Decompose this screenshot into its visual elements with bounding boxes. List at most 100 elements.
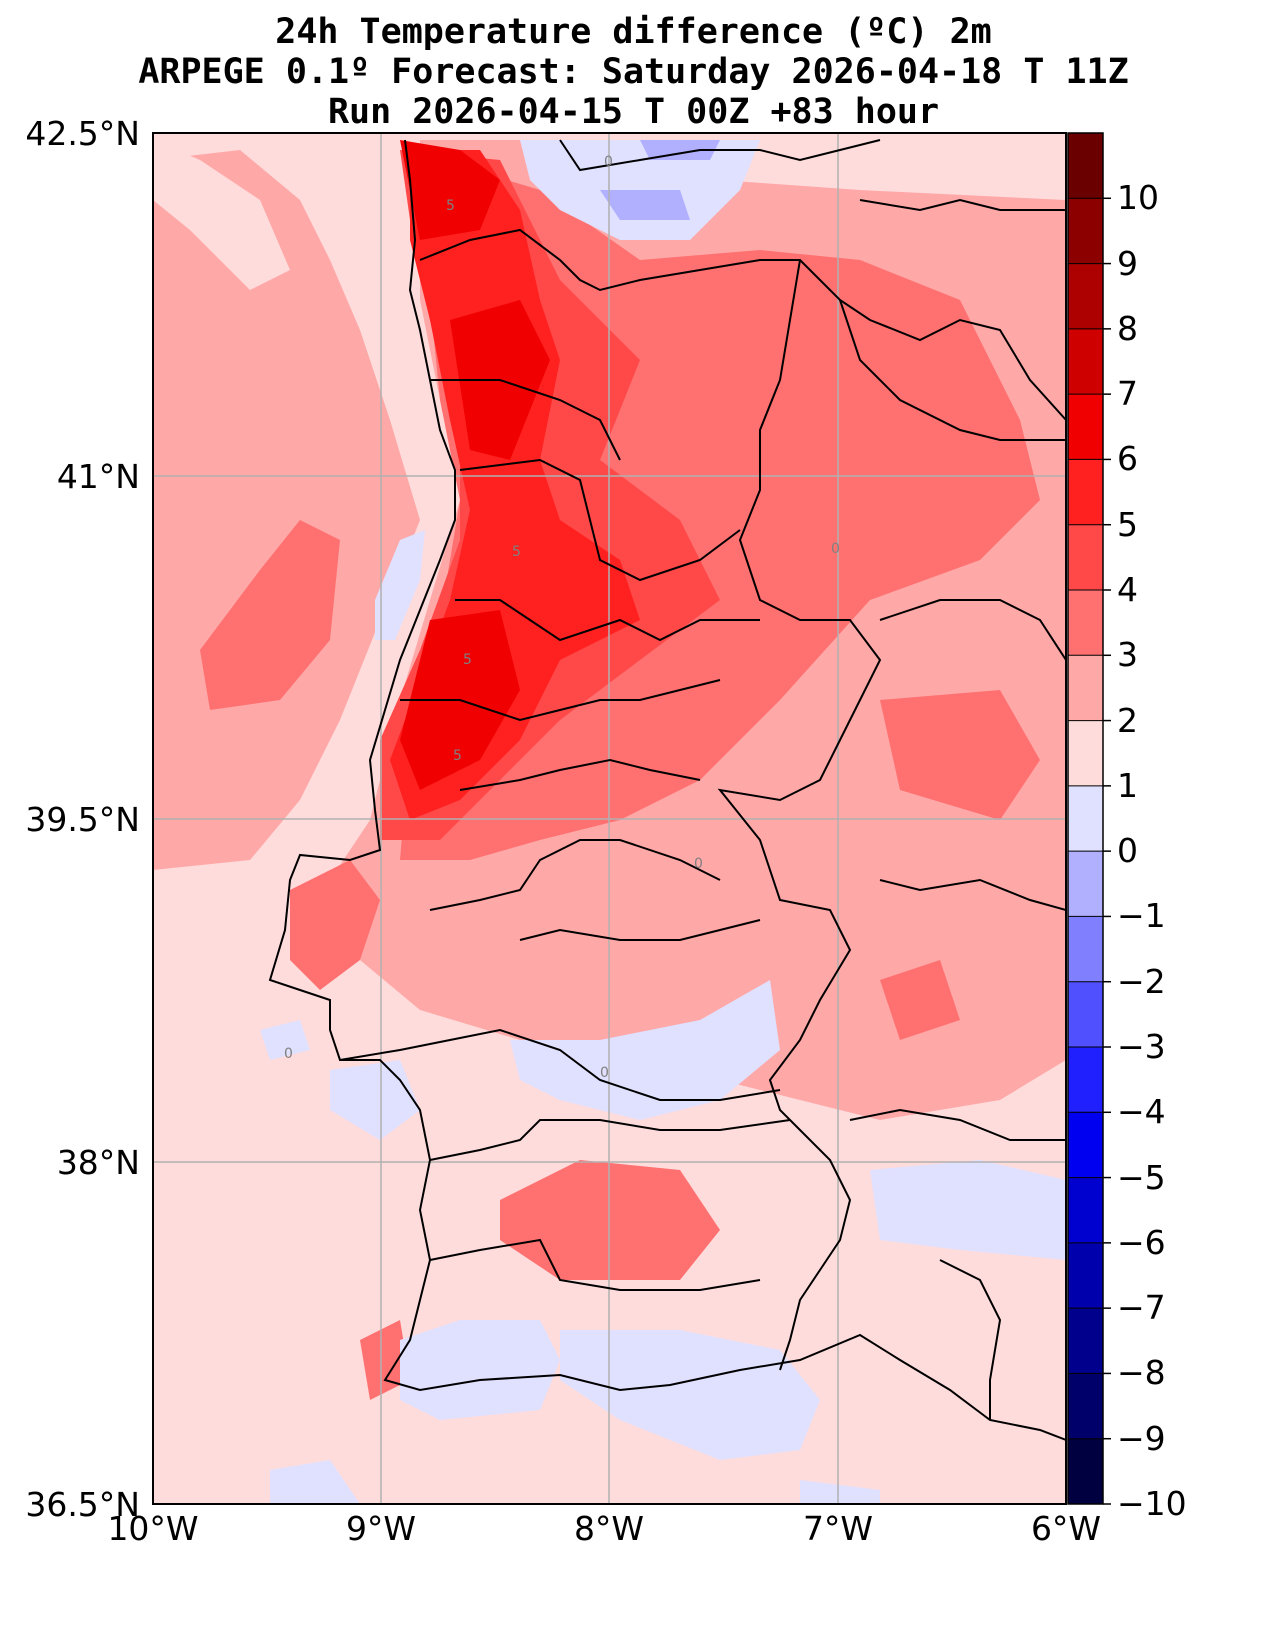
colorbar-tick-label: 8	[1117, 308, 1138, 348]
district-m	[879, 878, 1066, 911]
colorbar-swatch	[1068, 590, 1103, 656]
field-neg-southwest	[270, 1460, 360, 1504]
colorbar-tick-label: 10	[1117, 178, 1159, 218]
colorbar-swatch	[1068, 524, 1103, 591]
y-tick-label: 38°N	[56, 1143, 140, 1182]
field-neg-east	[870, 1160, 1066, 1260]
field-2-3-south	[500, 1160, 720, 1280]
y-tick-label: 36.5°N	[25, 1485, 140, 1524]
colorbar-swatch	[1068, 1047, 1103, 1113]
district-c	[455, 599, 760, 642]
district-q	[559, 139, 881, 172]
colorbar-tick-label: 1	[1117, 765, 1138, 805]
colorbar-tick-label: 6	[1117, 439, 1138, 479]
colorbar-swatch	[1068, 459, 1103, 526]
border-pt-es-north	[419, 228, 1066, 421]
contour-labels: 5 5 5 5 0 0 0 0 0	[284, 154, 840, 1081]
colorbar-swatch	[1068, 851, 1103, 917]
colorbar-swatch	[1068, 1242, 1103, 1309]
colorbar-tick-label: −10	[1117, 1484, 1187, 1523]
field-2-3-algarve	[360, 1320, 410, 1400]
colorbar-tick-label: −5	[1117, 1157, 1166, 1197]
field-0-1-west-patch	[153, 140, 290, 290]
y-tick-label: 42.5°N	[25, 114, 140, 153]
contour-label: 5	[446, 198, 455, 214]
coastline-borders	[268, 139, 1066, 1441]
title-line-2: ARPEGE 0.1º Forecast: Saturday 2026-04-1…	[138, 52, 1129, 92]
district-g	[519, 919, 761, 941]
colorbar-tick-label: −2	[1117, 961, 1166, 1001]
contour-label: 0	[600, 1065, 609, 1081]
district-f	[429, 839, 721, 911]
field-neg-north-c	[640, 140, 720, 160]
field-neg-coast	[375, 530, 425, 640]
contour-label: 0	[284, 1046, 293, 1062]
field-neg-south-b	[560, 1330, 820, 1460]
x-tick-label: 7°W	[802, 1509, 874, 1548]
district-b	[459, 458, 741, 582]
colorbar-swatch	[1068, 1373, 1103, 1440]
colorbar-swatch	[1068, 785, 1103, 852]
colorbar-swatch	[1068, 916, 1103, 983]
plot-frame	[152, 132, 1067, 1505]
contour-label: 0	[831, 541, 840, 557]
x-tick-label: 8°W	[573, 1509, 645, 1548]
field-neg-north-b	[600, 190, 690, 220]
colorbar-tick-label: −8	[1117, 1353, 1166, 1393]
colorbar-tick-label: 4	[1117, 570, 1138, 609]
title-line-3: Run 2026-04-15 T 00Z +83 hour	[327, 92, 940, 132]
colorbar-tick-label: 5	[1117, 504, 1138, 544]
temperature-field: 5 5 5 5 0 0 0 0 0	[153, 133, 1066, 1504]
colorbar-tick-label: −4	[1117, 1092, 1166, 1132]
district-i	[429, 1119, 791, 1161]
district-h	[339, 1028, 781, 1101]
y-tick-label: 39.5°N	[25, 800, 140, 839]
border-pt-es-east	[717, 259, 882, 1371]
district-j	[429, 1238, 761, 1291]
colorbar-swatch	[1068, 981, 1103, 1048]
district-e	[459, 758, 701, 791]
field-neg-southeast	[800, 1480, 880, 1504]
field-neg-setubal	[330, 1060, 420, 1140]
title-line-1: 24h Temperature difference (ºC) 2m	[275, 12, 992, 52]
colorbar-swatch	[1068, 1112, 1103, 1179]
colorbar-swatch	[1068, 655, 1103, 722]
colorbar-swatch	[1068, 263, 1103, 330]
field-neg-south	[400, 1320, 560, 1420]
contour-label: 5	[512, 544, 521, 560]
field-5-6-land	[400, 140, 500, 240]
colorbar-tick-label: 3	[1117, 635, 1138, 675]
colorbar-swatch	[1068, 328, 1103, 395]
colorbar-tick-label: −6	[1117, 1222, 1166, 1262]
district-n	[849, 1108, 1066, 1141]
colorbar-tick-label: 7	[1117, 374, 1138, 414]
grid-lines	[153, 133, 1066, 1504]
x-tick-label: 6°W	[1030, 1509, 1102, 1548]
field-neg-harbour	[260, 1020, 310, 1060]
district-a	[430, 379, 621, 461]
colorbar-tick-label: −3	[1117, 1027, 1166, 1066]
field-2-3-east	[880, 690, 1040, 820]
colorbar-swatch	[1068, 1438, 1103, 1505]
contour-label: 5	[463, 652, 472, 668]
field-neg-alentejo	[510, 980, 780, 1120]
district-d	[400, 679, 721, 722]
field-2-3-west	[200, 520, 340, 710]
district-p	[859, 198, 1066, 212]
y-tick-label: 41°N	[56, 457, 140, 496]
colorbar-tick-label: −7	[1117, 1288, 1166, 1328]
colorbar-swatch	[1068, 133, 1103, 199]
colorbar-tick-label: 9	[1117, 243, 1138, 283]
colorbar-tick-label: 0	[1117, 831, 1138, 871]
contour-label: 0	[694, 856, 703, 872]
colorbar-tick-label: −9	[1117, 1418, 1166, 1458]
colorbar-swatch	[1068, 394, 1103, 460]
district-o	[939, 1259, 1002, 1420]
district-l	[879, 599, 1066, 661]
x-tick-label: 10°W	[107, 1509, 199, 1548]
contour-label: 0	[604, 154, 613, 170]
colorbar-swatch	[1068, 1308, 1103, 1374]
x-tick-label: 9°W	[345, 1509, 417, 1548]
district-k	[839, 299, 1066, 441]
